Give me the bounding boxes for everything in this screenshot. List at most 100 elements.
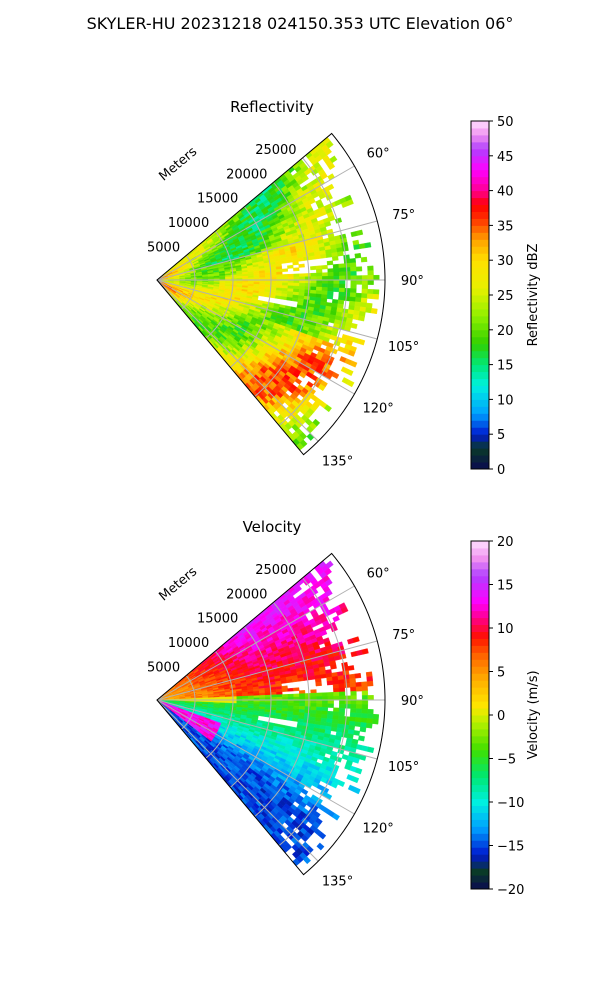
radar-cell — [327, 695, 334, 701]
radar-cell — [339, 691, 346, 697]
colorbar-segment — [471, 288, 489, 296]
radar-cell — [282, 274, 289, 278]
colorbar-segment — [471, 357, 489, 366]
radar-cell — [349, 262, 357, 268]
radar-cell — [293, 702, 300, 707]
radar-cell — [280, 296, 288, 301]
radar-cell — [270, 694, 277, 698]
radar-cell — [333, 271, 340, 277]
radar-cell — [315, 681, 322, 687]
radar-cell — [247, 695, 255, 699]
radar-cell — [338, 707, 346, 713]
radar-cell — [356, 279, 363, 285]
radar-cell — [344, 267, 351, 273]
radar-cell — [282, 702, 289, 706]
azimuth-tick-label: 120° — [362, 402, 393, 417]
colorbar-segment — [471, 169, 489, 178]
radar-cell — [316, 286, 323, 292]
radar-cell — [361, 275, 369, 281]
radar-cell — [298, 706, 306, 710]
radar-cell — [304, 276, 312, 281]
radar-cell — [338, 267, 346, 273]
figure-title: SKYLER-HU 20231218 024150.353 UTC Elevat… — [86, 14, 514, 33]
radar-field — [156, 136, 380, 451]
radar-cell — [310, 706, 317, 711]
reflectivity-panel: Reflectivity500010000150002000025000Mete… — [147, 98, 541, 478]
radar-cell — [349, 682, 357, 688]
colorbar-segment — [471, 399, 489, 407]
radar-cell — [330, 664, 337, 670]
radar-cell — [361, 293, 368, 299]
radar-cell — [293, 693, 300, 698]
radar-cell — [356, 229, 364, 236]
radar-cell — [352, 314, 360, 321]
radar-cell — [344, 271, 351, 277]
azimuth-tick-label: 75° — [392, 208, 415, 223]
radar-cell — [304, 699, 312, 704]
radar-cell — [366, 293, 374, 300]
colorbar-segment — [471, 141, 489, 150]
radar-cell — [269, 714, 276, 719]
radar-cell — [287, 264, 294, 269]
radar-cell — [280, 259, 288, 264]
radar-cell — [281, 688, 289, 693]
radar-cell — [276, 694, 283, 698]
radar-cell — [370, 308, 378, 315]
radar-cell — [354, 672, 362, 679]
radar-cell — [338, 291, 345, 297]
radar-cell — [355, 681, 362, 688]
radar-cell — [322, 279, 329, 284]
radar-cell — [322, 699, 329, 704]
colorbar-segment — [471, 308, 489, 317]
radar-cell — [287, 702, 294, 707]
radar-cell — [291, 717, 299, 722]
radar-cell — [316, 706, 323, 712]
radar-cell — [264, 274, 272, 278]
radar-cell — [291, 297, 299, 302]
radar-cell — [270, 274, 277, 278]
colorbar-tick-label: 5 — [497, 428, 505, 443]
radar-cell — [361, 279, 369, 285]
radar-cell — [308, 675, 316, 681]
radar-cell — [270, 271, 277, 276]
radar-cell — [264, 694, 272, 698]
radar-cell — [350, 686, 357, 692]
radar-cell — [331, 255, 339, 261]
radar-cell — [303, 256, 310, 261]
radar-cell — [263, 293, 271, 298]
radar-cell — [343, 258, 351, 264]
radar-cell — [344, 287, 351, 293]
radar-cell — [332, 683, 340, 689]
radar-cell — [321, 707, 329, 712]
radar-cell — [310, 696, 317, 701]
radar-cell — [327, 703, 334, 708]
radar-cell — [287, 687, 294, 692]
colorbar-tick-label: 40 — [497, 185, 514, 200]
radar-cell — [276, 691, 283, 695]
radar-cell — [310, 286, 317, 291]
radar-cell — [350, 691, 357, 696]
radar-cell — [355, 292, 362, 299]
radar-cell — [276, 282, 283, 286]
colorbar-segment — [471, 155, 489, 164]
colorbar-segment — [471, 211, 489, 219]
radar-cell — [326, 260, 334, 266]
radar-cell — [281, 268, 289, 273]
radar-cell — [316, 276, 323, 281]
radar-cell — [367, 265, 374, 272]
azimuth-tick-label: 105° — [388, 340, 419, 355]
radar-cell — [258, 293, 265, 297]
radial-tick-label: 20000 — [226, 167, 267, 182]
colorbar-tick-label: 20 — [497, 324, 514, 339]
radar-cell — [310, 699, 317, 704]
colorbar-segment — [471, 148, 489, 157]
radar-cell — [258, 713, 265, 717]
radar-cell — [253, 275, 260, 279]
radar-cell — [321, 283, 329, 288]
colorbar-segment — [471, 434, 489, 442]
radar-cell — [242, 695, 249, 699]
colorbar-segment — [471, 322, 489, 331]
colorbar-segment — [471, 121, 489, 129]
colorbar-segment — [471, 253, 489, 261]
